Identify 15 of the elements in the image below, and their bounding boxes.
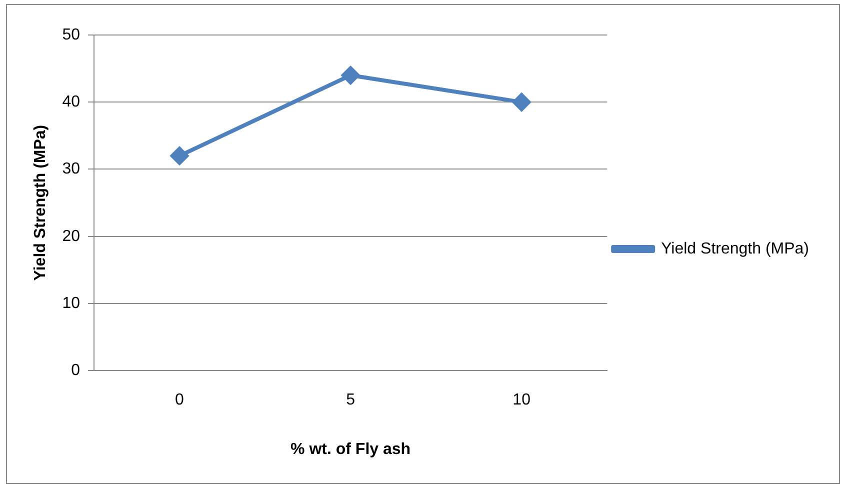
y-tick-label: 10 — [62, 294, 80, 312]
legend-label: Yield Strength (MPa) — [661, 240, 810, 258]
y-tick-label: 30 — [62, 160, 80, 178]
y-tick-label: 50 — [62, 26, 80, 44]
y-tick-label: 40 — [62, 94, 80, 111]
y-tick-label: 0 — [71, 362, 80, 380]
y-axis-title: Yield Strength (MPa) — [32, 124, 50, 281]
x-tick-label: 10 — [512, 392, 531, 409]
x-tick-label: 0 — [175, 392, 184, 409]
y-tick-label: 20 — [62, 228, 80, 245]
point — [512, 93, 531, 112]
x-tick-label: 5 — [346, 392, 356, 409]
point — [170, 146, 189, 165]
x-axis-title: % wt. of Fly ash — [290, 440, 411, 458]
point — [342, 66, 360, 84]
